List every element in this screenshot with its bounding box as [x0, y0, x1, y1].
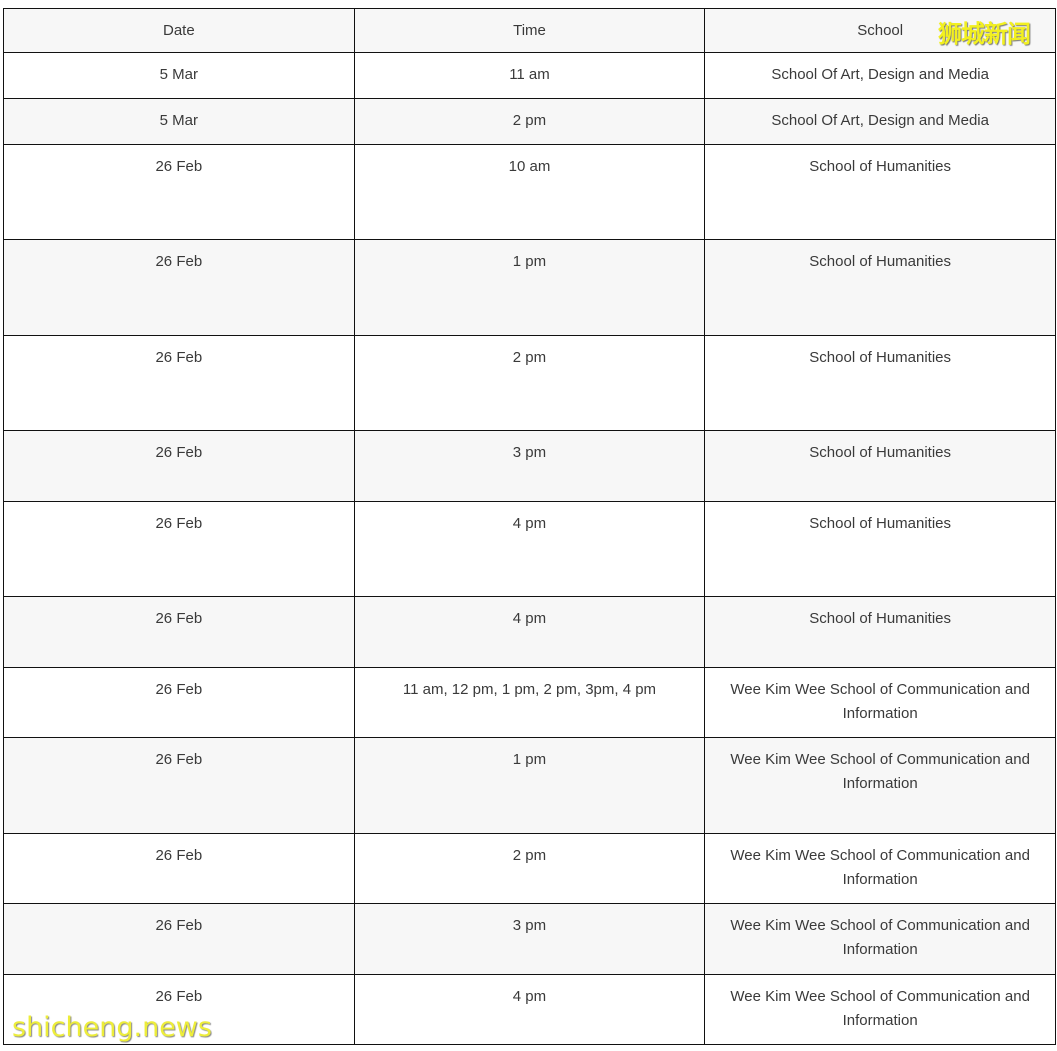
cell-date: 5 Mar: [3, 52, 355, 99]
cell-date: 26 Feb: [3, 833, 355, 904]
cell-school: School of Humanities: [704, 144, 1056, 240]
table-row: 5 Mar 11 am School Of Art, Design and Medi…: [3, 52, 1056, 99]
table-row: 26 Feb 3 pm Wee Kim Wee School of Communic…: [3, 903, 1056, 975]
cell-time: 11 am, 12 pm, 1 pm, 2 pm, 3pm, 4 pm: [353, 667, 706, 738]
table-row: 26 Feb 10 am School of Humanities: [3, 144, 1056, 240]
cell-date: 26 Feb: [3, 501, 355, 597]
table-row: 26 Feb 1 pm Wee Kim Wee School of Communic…: [3, 737, 1056, 834]
cell-date: 26 Feb: [3, 667, 355, 738]
header-date: Date: [3, 8, 355, 53]
cell-date: 26 Feb: [3, 903, 355, 975]
cell-date: 26 Feb: [3, 596, 355, 668]
cell-date: 26 Feb: [3, 239, 355, 336]
cell-school: School of Humanities: [704, 335, 1056, 431]
cell-date: 26 Feb: [3, 974, 355, 1045]
cell-date: 26 Feb: [3, 144, 355, 240]
cell-time: 2 pm: [353, 335, 706, 431]
watermark-logo-top: 狮城新闻: [938, 20, 1031, 48]
header-row: Date Time School: [3, 8, 1056, 53]
cell-school: School Of Art, Design and Media: [704, 52, 1056, 99]
table-row: 26 Feb 2 pm Wee Kim Wee School of Communic…: [3, 833, 1056, 904]
cell-time: 4 pm: [353, 974, 706, 1045]
cell-school: School of Humanities: [704, 596, 1056, 668]
cell-school: Wee Kim Wee School of Communication and …: [704, 903, 1056, 975]
table-row: 26 Feb 4 pm School of Humanities: [3, 596, 1056, 668]
cell-time: 4 pm: [353, 501, 706, 597]
cell-school: Wee Kim Wee School of Communication and …: [704, 833, 1056, 904]
cell-time: 10 am: [353, 144, 706, 240]
schedule-table: Date Time School 5 Mar 11 am School Of Art…: [3, 8, 1056, 1045]
table-row: 26 Feb 4 pm Wee Kim Wee School of Communic…: [3, 974, 1056, 1045]
table-row: 5 Mar 2 pm School Of Art, Design and Media: [3, 98, 1056, 145]
cell-time: 1 pm: [353, 239, 706, 336]
header-school: School: [704, 8, 1056, 53]
cell-school: School of Humanities: [704, 430, 1056, 502]
watermark-logo-bottom: shicheng.news: [12, 1012, 212, 1043]
cell-school: School Of Art, Design and Media: [704, 98, 1056, 145]
table-row: 26 Feb 3 pm School of Humanities: [3, 430, 1056, 502]
cell-time: 4 pm: [353, 596, 706, 668]
table-row: 26 Feb 1 pm School of Humanities: [3, 239, 1056, 336]
header-time: Time: [353, 8, 706, 53]
cell-school: Wee Kim Wee School of Communication and …: [704, 667, 1056, 738]
cell-school: School of Humanities: [704, 239, 1056, 336]
cell-school: Wee Kim Wee School of Communication and …: [704, 974, 1056, 1045]
cell-time: 3 pm: [353, 430, 706, 502]
cell-date: 26 Feb: [3, 737, 355, 834]
cell-time: 11 am: [353, 52, 706, 99]
cell-date: 26 Feb: [3, 335, 355, 431]
table-row: 26 Feb 4 pm School of Humanities: [3, 501, 1056, 597]
cell-time: 2 pm: [353, 98, 706, 145]
table-row: 26 Feb 2 pm School of Humanities: [3, 335, 1056, 431]
cell-date: 26 Feb: [3, 430, 355, 502]
table-row: 26 Feb 11 am, 12 pm, 1 pm, 2 pm, 3pm, 4 p…: [3, 667, 1056, 738]
cell-time: 2 pm: [353, 833, 706, 904]
cell-school: School of Humanities: [704, 501, 1056, 597]
cell-time: 1 pm: [353, 737, 706, 834]
cell-school: Wee Kim Wee School of Communication and …: [704, 737, 1056, 834]
cell-time: 3 pm: [353, 903, 706, 975]
cell-date: 5 Mar: [3, 98, 355, 145]
